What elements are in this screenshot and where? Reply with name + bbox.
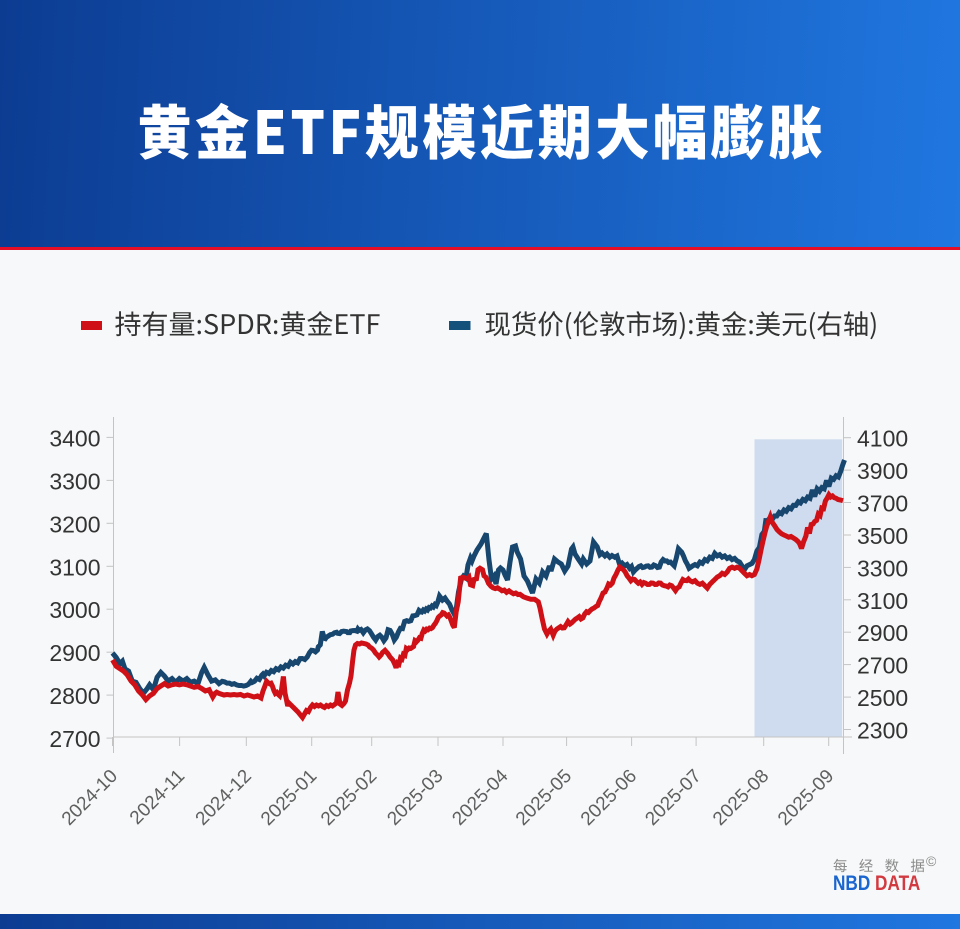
svg-text:3700: 3700 (857, 491, 908, 517)
svg-text:3300: 3300 (857, 555, 908, 581)
svg-text:3100: 3100 (49, 554, 100, 580)
svg-text:2024-10: 2024-10 (58, 766, 122, 830)
svg-text:2900: 2900 (49, 640, 100, 666)
svg-text:3500: 3500 (857, 523, 908, 549)
svg-text:2500: 2500 (857, 685, 908, 711)
svg-text:3900: 3900 (857, 458, 908, 484)
svg-text:©: © (926, 853, 937, 869)
svg-text:2025-01: 2025-01 (257, 766, 321, 830)
svg-text:2024-12: 2024-12 (192, 766, 256, 830)
svg-text:2025-05: 2025-05 (512, 766, 576, 830)
svg-text:2025-02: 2025-02 (317, 766, 381, 830)
svg-text:2025-03: 2025-03 (383, 766, 447, 830)
svg-text:2300: 2300 (857, 718, 908, 744)
svg-text:2700: 2700 (857, 653, 908, 679)
svg-text:3200: 3200 (49, 511, 100, 537)
svg-text:2700: 2700 (49, 726, 100, 752)
svg-text:3400: 3400 (49, 425, 100, 451)
svg-text:2025-06: 2025-06 (577, 766, 641, 830)
svg-text:3300: 3300 (49, 468, 100, 494)
svg-text:NBD DATA: NBD DATA (833, 873, 920, 896)
svg-text:2800: 2800 (49, 683, 100, 709)
svg-text:2024-11: 2024-11 (126, 766, 189, 829)
svg-text:4100: 4100 (857, 426, 908, 452)
svg-text:2025-07: 2025-07 (641, 766, 705, 830)
svg-text:2025-04: 2025-04 (448, 765, 512, 829)
svg-text:3000: 3000 (49, 597, 100, 623)
svg-text:3100: 3100 (857, 588, 908, 614)
svg-text:2025-08: 2025-08 (709, 766, 773, 830)
svg-text:2900: 2900 (857, 620, 908, 646)
svg-text:2025-09: 2025-09 (774, 766, 838, 830)
